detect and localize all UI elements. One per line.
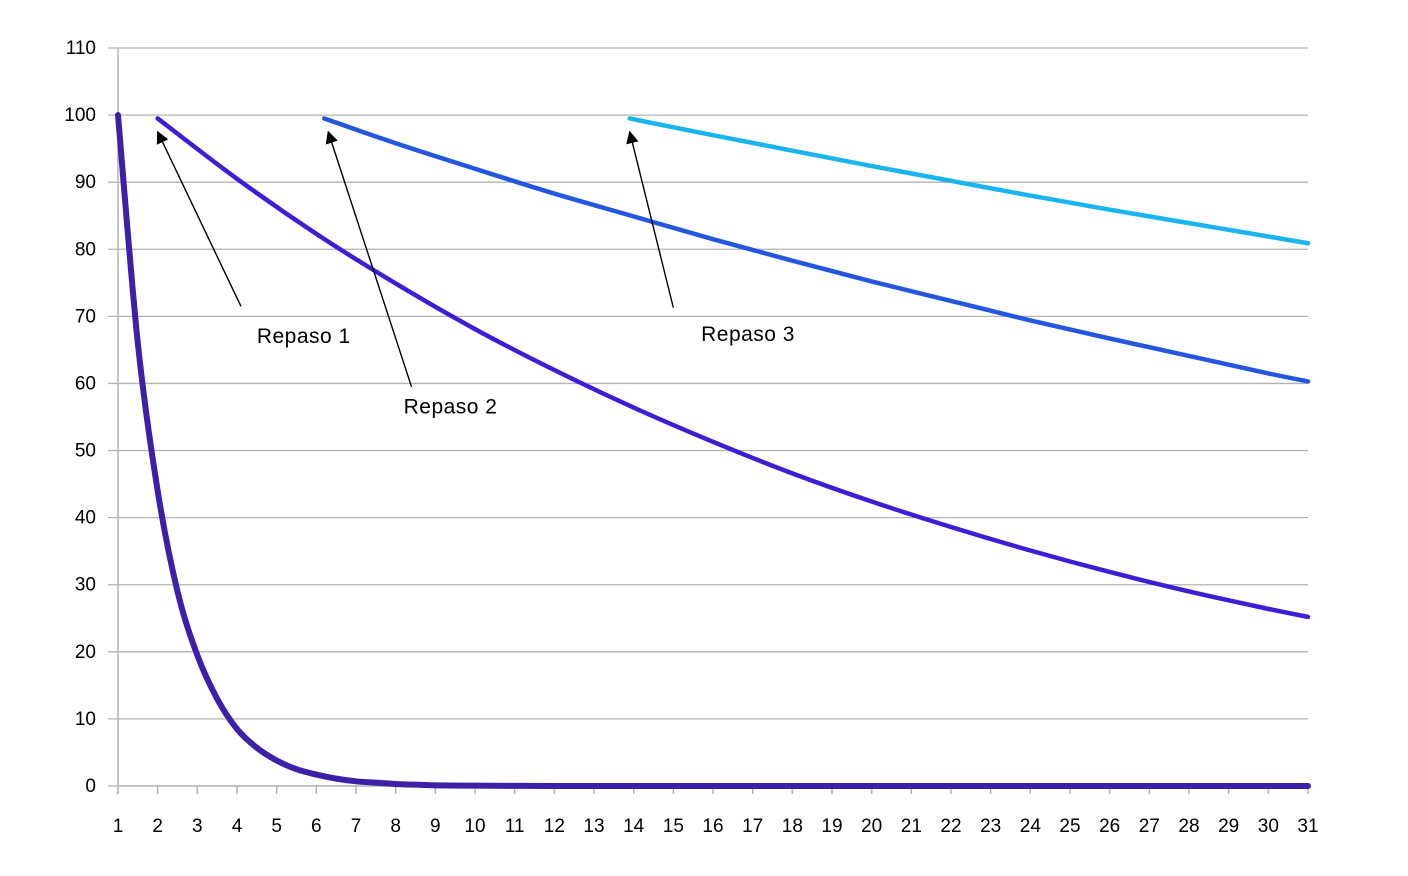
x-tick-label: 29 xyxy=(1218,816,1239,837)
x-tick-label: 13 xyxy=(583,816,604,837)
annotation-arrow xyxy=(156,130,242,307)
x-tick-label: 21 xyxy=(901,816,922,837)
series-line-3 xyxy=(322,116,1311,384)
x-tick-label: 5 xyxy=(271,816,282,837)
y-tick-label: 0 xyxy=(85,776,96,797)
y-tick-label: 20 xyxy=(75,642,96,663)
y-tick-label: 10 xyxy=(75,709,96,730)
annotation-arrow xyxy=(626,130,675,308)
x-tick-label: 7 xyxy=(351,816,362,837)
x-tick-label: 18 xyxy=(782,816,803,837)
x-tick-label: 15 xyxy=(663,816,684,837)
x-tick-label: 25 xyxy=(1059,816,1080,837)
x-tick-label: 30 xyxy=(1258,816,1279,837)
x-tick-label: 10 xyxy=(464,816,485,837)
annotation-arrow xyxy=(325,130,413,388)
y-tick-label: 90 xyxy=(75,172,96,193)
x-tick-label: 27 xyxy=(1139,816,1160,837)
y-tick-label: 70 xyxy=(75,306,96,327)
series-line-1 xyxy=(115,112,1311,790)
y-tick-label: 50 xyxy=(75,441,96,462)
x-tick-label: 24 xyxy=(1020,816,1042,837)
y-tick-label: 40 xyxy=(75,508,96,529)
annotation-label: Repaso 2 xyxy=(404,396,498,419)
x-tick-label: 16 xyxy=(702,816,723,837)
series-lines xyxy=(115,112,1311,790)
x-tick-label: 3 xyxy=(192,816,203,837)
annotation-label: Repaso 1 xyxy=(257,325,351,348)
x-tick-label: 14 xyxy=(623,816,645,837)
gridlines xyxy=(108,47,1308,787)
x-tick-label: 1 xyxy=(113,816,124,837)
annotations: Repaso 1 Repaso 2 Repaso 3 xyxy=(156,130,795,419)
y-tick-label: 60 xyxy=(75,373,96,394)
y-tick-label: 80 xyxy=(75,239,96,260)
x-tick-label: 6 xyxy=(311,816,322,837)
series-line-4 xyxy=(627,116,1311,246)
x-tick-label: 23 xyxy=(980,816,1001,837)
y-tick-label: 100 xyxy=(64,105,96,126)
x-tick-label: 19 xyxy=(821,816,842,837)
x-tick-label: 8 xyxy=(390,816,401,837)
x-tick-label: 11 xyxy=(505,816,525,837)
x-tick-label: 12 xyxy=(544,816,565,837)
x-tick-label: 22 xyxy=(940,816,961,837)
x-tick-label: 26 xyxy=(1099,816,1120,837)
x-tick-label: 2 xyxy=(152,816,163,837)
y-tick-label: 30 xyxy=(75,575,96,596)
x-tick-label: 20 xyxy=(861,816,882,837)
x-tick-label: 4 xyxy=(232,816,243,837)
x-tick-label: 31 xyxy=(1297,816,1318,837)
x-tick-label: 28 xyxy=(1178,816,1199,837)
y-tick-label: 110 xyxy=(66,38,96,59)
series-line-2 xyxy=(155,116,1311,620)
x-tick-label: 9 xyxy=(430,816,441,837)
annotation-label: Repaso 3 xyxy=(701,323,795,346)
x-tick-label: 17 xyxy=(742,816,763,837)
